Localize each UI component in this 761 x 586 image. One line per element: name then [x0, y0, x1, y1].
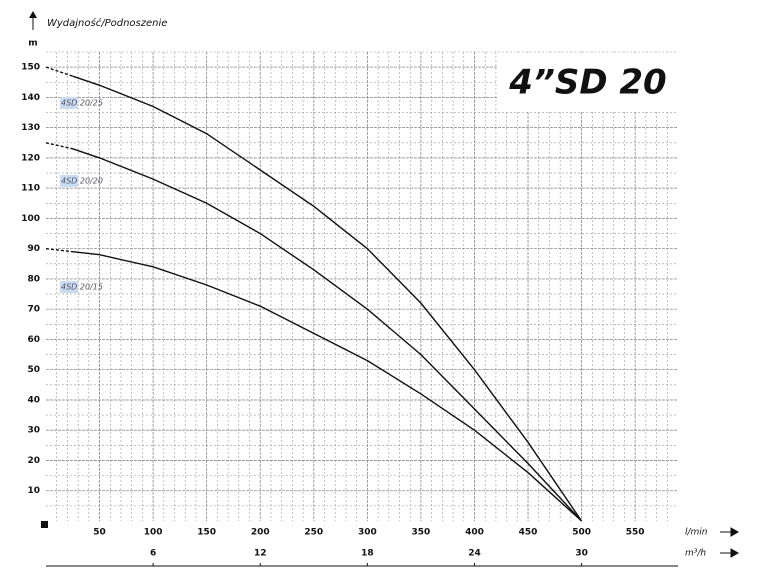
- y-arrow-head: [29, 11, 37, 18]
- y-tick-label: 90: [27, 244, 40, 254]
- x-tick-label: 550: [626, 528, 645, 538]
- y-tick-label: 10: [27, 486, 40, 496]
- y-axis-title: Wydajność/Podnoszenie: [47, 17, 167, 29]
- curve: [45, 142, 583, 522]
- y-tick-label: 100: [21, 214, 40, 224]
- x-tick-label: 300: [358, 528, 377, 538]
- x-tick-label: 450: [519, 528, 538, 538]
- curve: [45, 247, 583, 522]
- y-tick-label: 70: [27, 305, 40, 315]
- x2-tick-label: 12: [254, 549, 267, 559]
- y-tick-label: 140: [21, 93, 40, 103]
- grid: [46, 51, 678, 521]
- title-box: [498, 53, 678, 111]
- y-tick-label: 130: [21, 123, 40, 133]
- y-tick-label: 20: [27, 456, 40, 466]
- x2-tick-label: 30: [575, 549, 588, 559]
- x-tick-label: 50: [93, 528, 106, 538]
- x-tick-label: 500: [572, 528, 591, 538]
- series-label-bg: [60, 97, 78, 109]
- y-tick-label: 150: [21, 63, 40, 73]
- y-tick-label: 40: [27, 395, 40, 405]
- x2-arrow: [720, 548, 740, 558]
- curve-dash-overlay: [45, 141, 74, 150]
- x2-tick-label: 6: [150, 549, 156, 559]
- origin-marker: [41, 521, 48, 528]
- curve: [45, 66, 583, 522]
- x-tick-label: 400: [465, 528, 484, 538]
- y-tick-label: 60: [27, 335, 40, 345]
- series-label: 4SD 20/15: [61, 283, 103, 292]
- series-label-bg: [60, 281, 78, 293]
- x-tick-label: 100: [144, 528, 163, 538]
- x2-tick-label: 18: [361, 549, 374, 559]
- chart-title: 4”SD 20: [508, 63, 666, 103]
- series-label: 4SD 20/25: [61, 99, 103, 108]
- curve-dash-overlay: [45, 65, 74, 78]
- y-tick-label: 30: [27, 426, 40, 436]
- y-tick-label: 120: [21, 153, 40, 163]
- x-tick-label: 250: [304, 528, 323, 538]
- x-unit: l/min: [685, 528, 708, 538]
- x2-tick-label: 24: [468, 549, 481, 559]
- x-tick-label: 200: [251, 528, 270, 538]
- x-arrow: [720, 527, 740, 537]
- y-tick-label: 110: [21, 184, 40, 194]
- y-unit: m: [28, 39, 37, 49]
- series-label: 4SD 20/20: [61, 177, 103, 186]
- y-tick-label: 80: [27, 274, 40, 284]
- x2-unit: m³/h: [685, 549, 706, 559]
- series-label-bg: [60, 175, 78, 187]
- curve-dash-overlay: [45, 247, 73, 253]
- y-tick-label: 50: [27, 365, 40, 375]
- x-tick-label: 350: [412, 528, 431, 538]
- x-tick-label: 150: [197, 528, 216, 538]
